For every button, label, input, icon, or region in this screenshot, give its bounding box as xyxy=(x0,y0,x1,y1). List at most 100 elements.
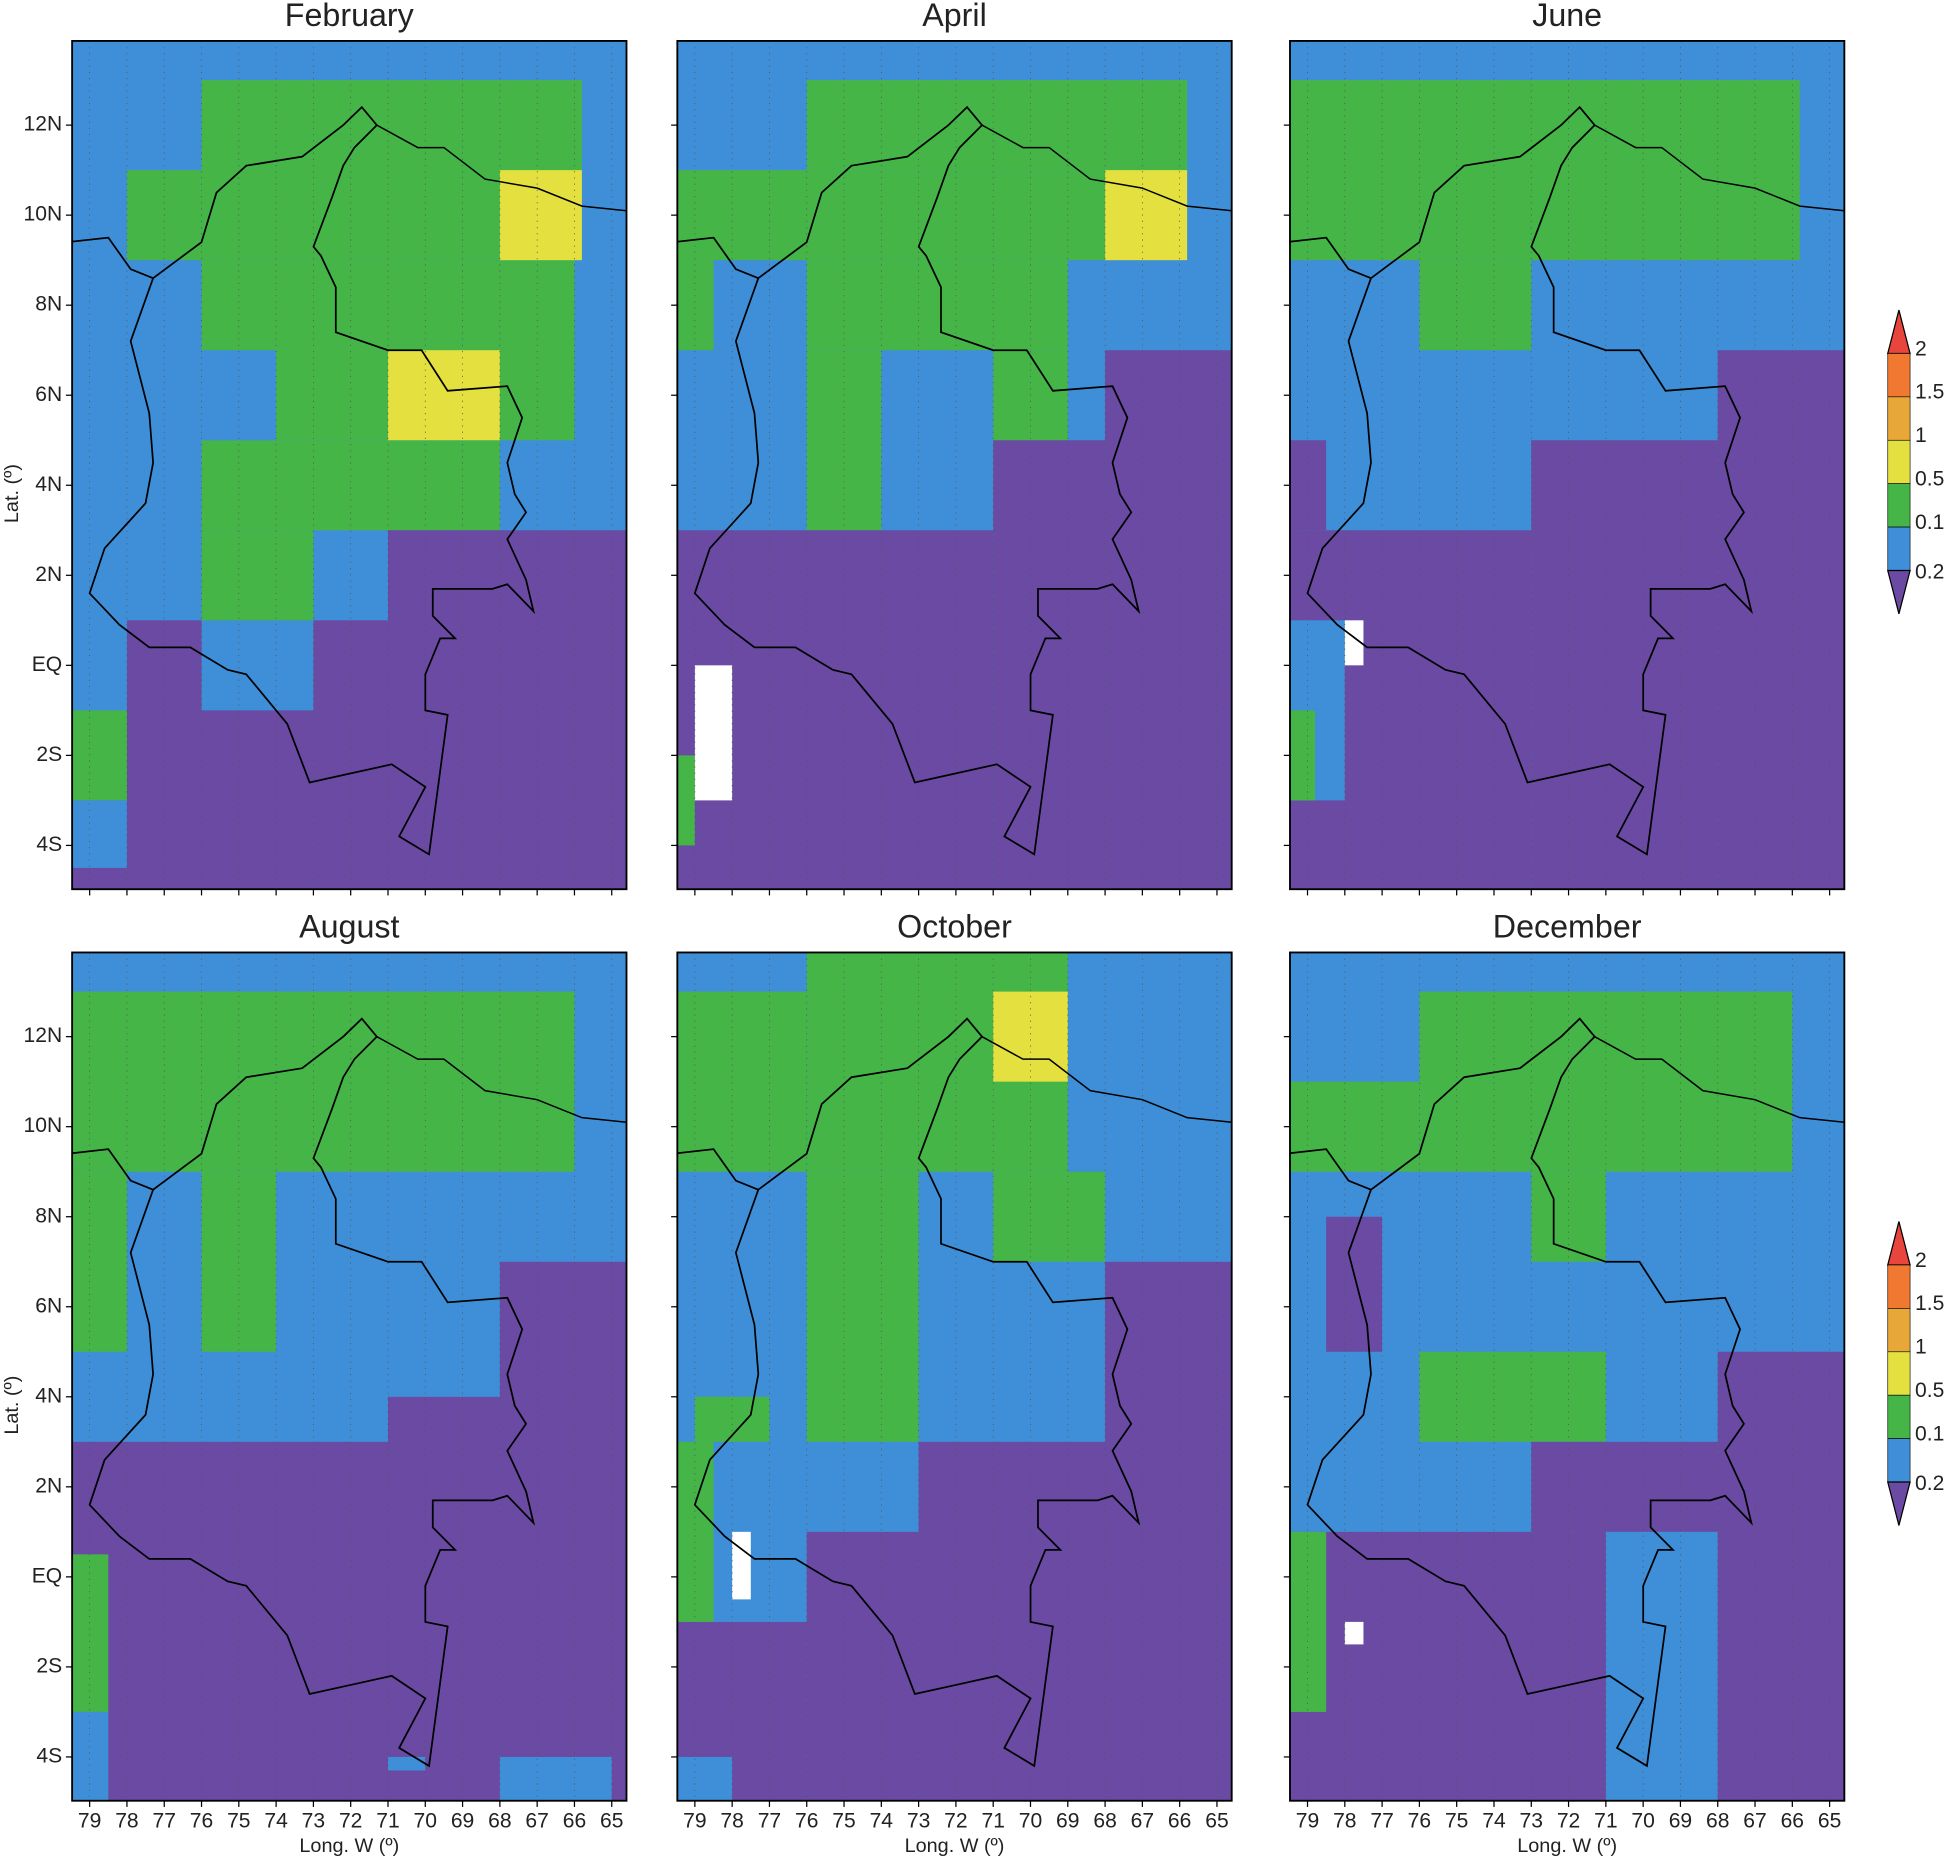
country-border xyxy=(677,1148,759,1191)
colorbar-label: 0.2 xyxy=(1915,1472,1944,1495)
colorbar-label: 0.1 xyxy=(1915,1422,1944,1445)
lon-tick-label: 75 xyxy=(227,1809,250,1832)
lon-tick-label: 69 xyxy=(1056,1809,1079,1832)
lat-tick-label: 2S xyxy=(36,743,62,766)
colorbar-cap xyxy=(1886,1221,1911,1266)
map-panel xyxy=(677,952,1232,1801)
lon-tick-label: 79 xyxy=(78,1809,101,1832)
lon-tick-label: 77 xyxy=(1370,1809,1393,1832)
grid-cell xyxy=(1289,440,1327,531)
panel-title: December xyxy=(1493,908,1642,944)
colorbar-label: 0.5 xyxy=(1915,1379,1944,1402)
grid-cell xyxy=(1289,710,1315,801)
grid-cell xyxy=(387,350,500,441)
grid-cell xyxy=(72,1554,109,1712)
lat-tick-label: 12N xyxy=(24,113,63,136)
country-border xyxy=(1306,1017,1753,1768)
lat-tick-label: 2N xyxy=(35,563,62,586)
grid-cell xyxy=(1344,1621,1364,1645)
grid-cell xyxy=(201,440,500,531)
grid-cell xyxy=(1717,1351,1845,1801)
colorbar-segment xyxy=(1887,1308,1911,1353)
lat-tick-label: EQ xyxy=(32,1564,62,1587)
lon-tick-label: 76 xyxy=(190,1809,213,1832)
panel-frame xyxy=(676,951,1233,1802)
country-border xyxy=(72,1148,154,1191)
colorbar-segment xyxy=(1887,396,1911,441)
colorbar-segment xyxy=(1887,1264,1911,1309)
country-border xyxy=(1289,1148,1372,1191)
lon-tick-label: 71 xyxy=(981,1809,1004,1832)
lat-tick-label: 4N xyxy=(35,473,62,496)
grid-cell xyxy=(806,260,1068,351)
lon-tick-label: 70 xyxy=(1631,1809,1654,1832)
lon-tick-label: 76 xyxy=(795,1809,818,1832)
panel-title: April xyxy=(922,0,986,33)
y-axis-label: Lat. (º) xyxy=(1,464,23,523)
grid-cell xyxy=(72,1711,109,1801)
grid-cell xyxy=(806,1171,919,1442)
colorbar-segment xyxy=(1887,353,1911,398)
panel-frame xyxy=(71,39,628,891)
colorbar-cap xyxy=(1886,1481,1911,1526)
lat-tick-label: 6N xyxy=(35,383,62,406)
grid-cell xyxy=(694,665,733,801)
lon-tick-label: 75 xyxy=(832,1809,855,1832)
grid-cell xyxy=(732,1531,751,1600)
lon-tick-label: 67 xyxy=(525,1809,548,1832)
grid-cell xyxy=(201,710,314,890)
grid-cell xyxy=(1419,1351,1606,1442)
panel-title: February xyxy=(285,0,415,33)
colorbar-cap xyxy=(1886,569,1911,615)
country-border xyxy=(376,124,627,212)
lat-tick-label: 4S xyxy=(36,1745,62,1768)
panel-frame xyxy=(1289,951,1846,1802)
map-panel xyxy=(72,40,627,890)
colorbar-segment xyxy=(1887,1438,1911,1483)
grid-cell xyxy=(1289,1081,1420,1172)
country-border xyxy=(693,1017,1141,1768)
lon-tick-label: 70 xyxy=(414,1809,437,1832)
lon-tick-label: 73 xyxy=(302,1809,325,1832)
grid-cell xyxy=(201,530,314,621)
grid-cell xyxy=(1105,350,1232,890)
country-border xyxy=(677,236,759,279)
panel-frame xyxy=(1289,39,1846,891)
lon-tick-label: 72 xyxy=(944,1809,967,1832)
lat-tick-label: 4N xyxy=(35,1384,62,1407)
lon-tick-label: 65 xyxy=(600,1809,623,1832)
colorbar-label: 0.5 xyxy=(1915,468,1944,491)
colorbar-label: 2 xyxy=(1915,337,1927,360)
grid-cell xyxy=(1531,440,1718,890)
country-border xyxy=(1594,1036,1845,1123)
lon-tick-label: 67 xyxy=(1131,1809,1154,1832)
lat-tick-label: 8N xyxy=(35,293,62,316)
grid-cell xyxy=(1419,260,1532,351)
colorbar-cap xyxy=(1886,309,1911,355)
grid-cell xyxy=(499,1756,612,1801)
lon-tick-label: 73 xyxy=(1520,1809,1543,1832)
grid-cell xyxy=(387,530,627,890)
colorbar-label: 1.5 xyxy=(1915,381,1944,404)
lon-tick-label: 73 xyxy=(907,1809,930,1832)
lon-tick-label: 72 xyxy=(1557,1809,1580,1832)
panel-title: August xyxy=(299,908,399,944)
panel-frame xyxy=(71,951,628,1802)
lat-tick-label: EQ xyxy=(32,653,62,676)
grid-cell xyxy=(806,350,882,531)
lat-tick-label: 10N xyxy=(24,203,63,226)
grid-cell xyxy=(72,991,575,1172)
colorbar-label: 0.1 xyxy=(1915,511,1944,534)
grid-cell xyxy=(1289,80,1800,261)
grid-cell xyxy=(993,991,1068,1082)
lon-tick-label: 78 xyxy=(720,1809,743,1832)
lon-tick-label: 77 xyxy=(758,1809,781,1832)
colorbar-segment xyxy=(1887,1351,1911,1396)
lon-tick-label: 66 xyxy=(1781,1809,1804,1832)
grid-cell xyxy=(677,1756,733,1801)
lon-tick-label: 78 xyxy=(115,1809,138,1832)
map-panel xyxy=(1289,952,1845,1801)
lon-tick-label: 78 xyxy=(1333,1809,1356,1832)
grid-cell xyxy=(1289,1531,1606,1801)
